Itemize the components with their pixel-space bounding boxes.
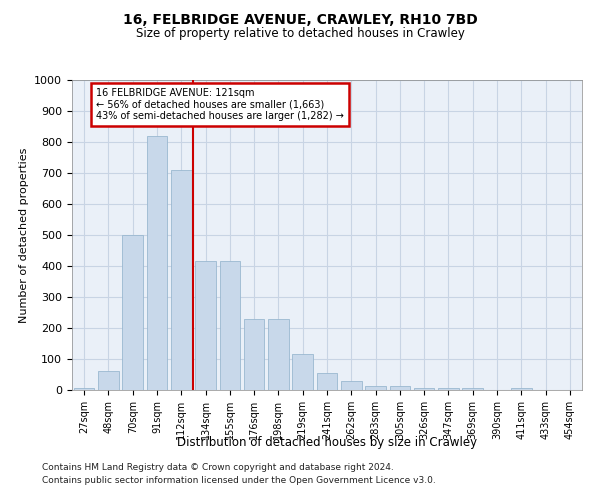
Text: 16, FELBRIDGE AVENUE, CRAWLEY, RH10 7BD: 16, FELBRIDGE AVENUE, CRAWLEY, RH10 7BD [122, 12, 478, 26]
Bar [317, 373, 337, 390]
Bar [292, 354, 313, 390]
Bar [98, 372, 119, 390]
Bar [365, 386, 386, 390]
Bar [341, 380, 362, 390]
Bar [389, 386, 410, 390]
Bar [463, 388, 483, 390]
Bar [146, 136, 167, 390]
Text: Contains HM Land Registry data © Crown copyright and database right 2024.: Contains HM Land Registry data © Crown c… [42, 464, 394, 472]
Bar [171, 170, 191, 390]
Y-axis label: Number of detached properties: Number of detached properties [19, 148, 29, 322]
Bar [268, 318, 289, 390]
Bar [122, 235, 143, 390]
Bar [244, 318, 265, 390]
Text: 16 FELBRIDGE AVENUE: 121sqm
← 56% of detached houses are smaller (1,663)
43% of : 16 FELBRIDGE AVENUE: 121sqm ← 56% of det… [96, 88, 344, 121]
Bar [195, 262, 216, 390]
Bar [438, 388, 459, 390]
Bar [74, 388, 94, 390]
Text: Distribution of detached houses by size in Crawley: Distribution of detached houses by size … [177, 436, 477, 449]
Bar [511, 388, 532, 390]
Bar [220, 262, 240, 390]
Bar [414, 388, 434, 390]
Text: Size of property relative to detached houses in Crawley: Size of property relative to detached ho… [136, 28, 464, 40]
Text: Contains public sector information licensed under the Open Government Licence v3: Contains public sector information licen… [42, 476, 436, 485]
